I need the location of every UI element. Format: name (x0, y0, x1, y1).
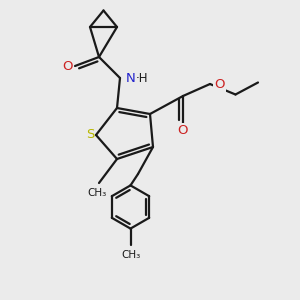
Text: ·H: ·H (136, 71, 148, 85)
Text: N: N (125, 71, 135, 85)
Text: S: S (86, 128, 94, 142)
Text: CH₃: CH₃ (121, 250, 140, 260)
Text: CH₃: CH₃ (88, 188, 107, 198)
Text: O: O (62, 59, 73, 73)
Text: O: O (214, 77, 225, 91)
Text: O: O (178, 124, 188, 137)
